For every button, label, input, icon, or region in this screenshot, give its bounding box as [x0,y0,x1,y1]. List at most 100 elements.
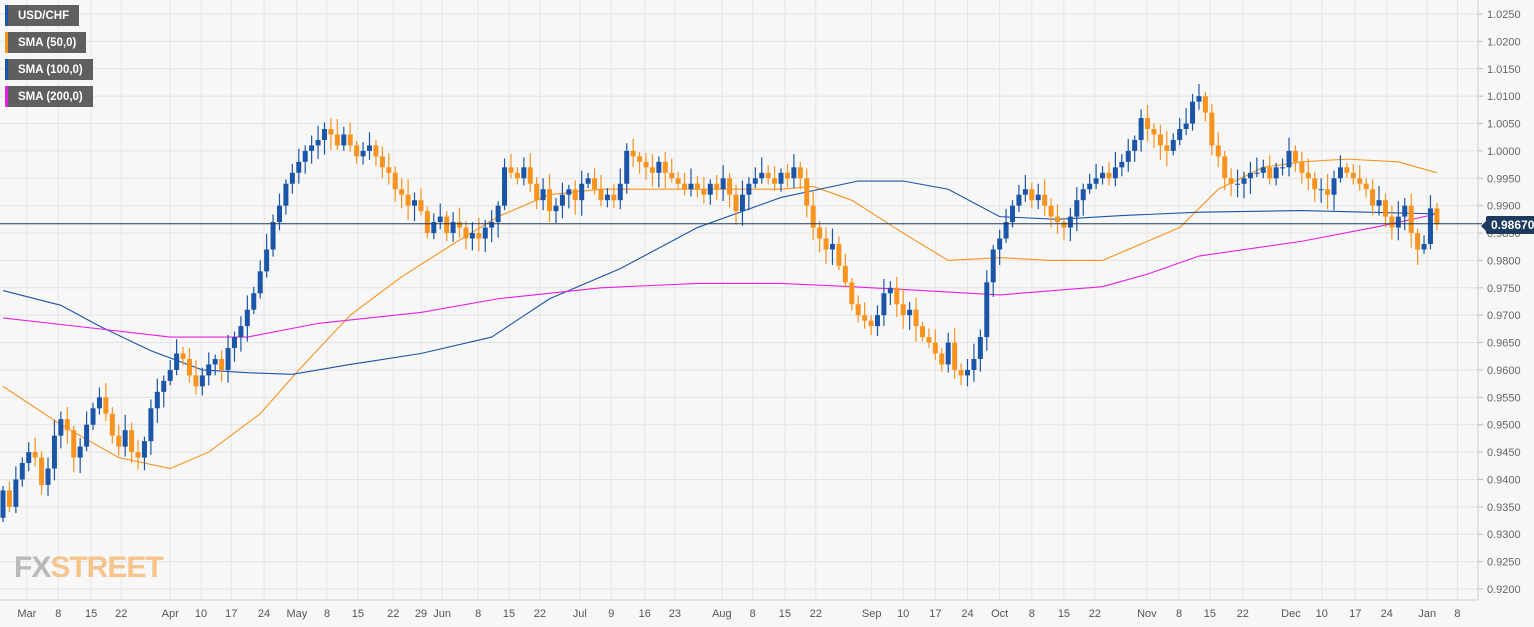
legend-label: USD/CHF [18,9,70,22]
legend-item-sma200[interactable]: SMA (200,0) [5,86,93,107]
x-tick-label: 16 [639,608,651,620]
x-tick-label: Nov [1137,608,1157,620]
candle-body [1106,172,1112,179]
candle-body [1061,222,1067,228]
candle-body [559,194,565,206]
watermark-part: STREET [50,551,163,584]
candle-body [1119,161,1125,168]
candle-body [817,227,823,239]
candle-body [296,161,302,173]
candle-body [1312,178,1318,190]
candle-body [1100,172,1106,179]
sma-line [2,158,1438,470]
candle-body [784,172,790,179]
x-tick-label: 15 [1058,608,1070,620]
legend-item-sma100[interactable]: SMA (100,0) [5,59,93,80]
candle-body [791,167,797,179]
candle-body [463,227,469,239]
y-tick-label: 1.0100 [1487,91,1521,103]
candle-body [1145,118,1151,129]
candle-body [1337,167,1343,179]
candle-body [1370,189,1376,206]
candle-body [186,358,192,376]
candle-body [1331,178,1337,195]
candle-body [752,178,758,184]
candle-body [990,249,996,283]
candle-body [71,430,77,458]
x-tick-label: 24 [258,608,270,620]
x-tick-label: 22 [534,608,546,620]
candle-body [322,128,327,140]
candle-body [26,452,32,464]
candle-body [1415,233,1421,250]
candle-body [643,161,649,168]
candle-body [77,446,83,458]
candle-body [649,167,655,173]
y-tick-label: 0.9350 [1487,502,1521,514]
candle-body [489,222,495,228]
candle-body [379,156,385,168]
candle-body [810,205,816,228]
candle-body [1286,150,1292,168]
candle-body [444,216,450,234]
candle-body [862,315,868,321]
candle-body [1376,200,1382,206]
x-tick-label: 17 [1349,608,1361,620]
candle-body [482,227,488,239]
y-tick-label: 0.9250 [1487,557,1521,569]
candle-body [1138,118,1144,140]
candle-body [1022,189,1028,195]
x-tick-label: 8 [1029,608,1035,620]
candle-body [637,156,643,162]
candle-body [302,150,308,162]
candle-body [109,413,115,436]
y-tick-label: 0.9800 [1487,255,1521,267]
candle-body [1421,243,1427,250]
candle-body [1029,189,1035,201]
candle-body [141,441,147,458]
candle-body [1125,150,1131,162]
legend: USD/CHF SMA (50,0) SMA (100,0) SMA (200,… [5,5,93,113]
candle-body [804,178,810,206]
candle-body [1241,178,1247,184]
y-tick-label: 0.9550 [1487,392,1521,404]
candle-body [283,183,289,206]
candle-body [720,178,726,190]
candle-body [868,320,874,327]
candle-body [315,139,321,146]
candle-body [276,205,282,223]
candle-body [450,222,456,234]
x-tick-label: 29 [415,608,427,620]
candle-body [772,178,778,184]
candle-body [939,353,945,365]
candle-body [129,430,135,453]
candle-body [1177,128,1183,140]
candle-body [405,194,411,206]
legend-item-sma50[interactable]: SMA (50,0) [5,32,87,53]
candle-body [566,189,572,195]
candle-body [617,183,623,201]
candle-body [354,145,360,157]
candle-body [122,430,128,447]
candle-body [540,189,546,201]
candle-body [135,452,141,458]
candle-body [1202,96,1208,113]
candle-body [547,189,553,212]
candle-body [778,172,784,184]
x-tick-label: 24 [961,608,973,620]
candle-body [823,238,829,250]
candle-body [1170,139,1176,151]
x-tick-label: Jan [1418,608,1436,620]
candle-body [1389,216,1395,228]
legend-item-usdchf[interactable]: USD/CHF [5,5,80,26]
x-tick-label: Dec [1281,608,1301,620]
y-tick-label: 1.0000 [1487,146,1521,158]
legend-label: SMA (100,0) [18,63,83,76]
candle-body [739,194,745,212]
candle-body [1318,189,1324,191]
candle-body [1080,189,1086,201]
x-tick-label: 15 [779,608,791,620]
candle-body [656,161,662,173]
candle-body [1402,205,1408,217]
